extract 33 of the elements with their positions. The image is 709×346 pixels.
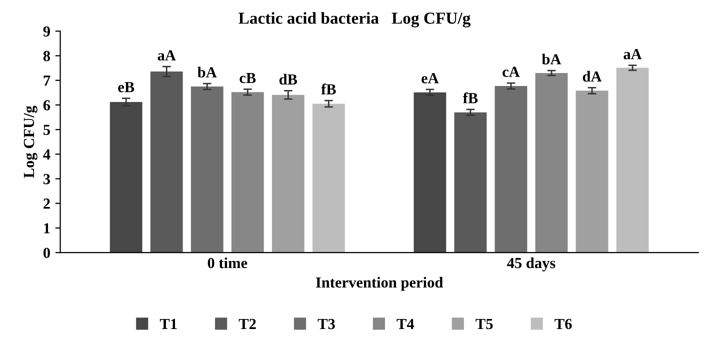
legend-label: T5	[476, 318, 493, 330]
y-tick-label: 1	[44, 223, 50, 234]
y-tick-label: 2	[44, 198, 50, 209]
legend-label: T1	[160, 318, 177, 329]
data-label: fB	[321, 84, 336, 94]
y-tick-label: 0	[43, 248, 50, 258]
x-axis-title: Intervention period	[316, 276, 444, 291]
data-label: fB	[462, 92, 478, 104]
y-tick-label: 5	[44, 124, 50, 136]
y-tick-label: 4	[43, 149, 50, 160]
legend-label: T2	[238, 318, 256, 329]
data-label: eB	[118, 82, 134, 92]
data-label: dA	[582, 70, 602, 82]
data-label: bA	[542, 54, 562, 64]
legend-label: T6	[554, 318, 572, 330]
y-tick-label: 7	[44, 76, 50, 86]
legend-label: T3	[318, 318, 335, 330]
chart-title: Lactic acid bacteria Log CFU/g	[238, 12, 471, 28]
y-axis-title: Log CFU/g	[24, 106, 38, 178]
x-tick-label: 0 time	[208, 257, 248, 268]
x-tick-label: 45 days	[507, 257, 556, 272]
data-label: cB	[240, 72, 256, 84]
data-label: eA	[422, 73, 439, 84]
data-label: cA	[502, 66, 520, 77]
y-tick-label: 8	[43, 50, 50, 62]
data-label: aA	[158, 50, 176, 61]
y-tick-label: 3	[43, 174, 50, 184]
y-tick-label: 6	[43, 100, 50, 110]
legend-label: T4	[396, 318, 414, 329]
data-label: aA	[624, 49, 642, 60]
data-label: bA	[198, 66, 217, 78]
y-tick-label: 9	[43, 26, 50, 37]
data-label: dB	[279, 74, 298, 85]
